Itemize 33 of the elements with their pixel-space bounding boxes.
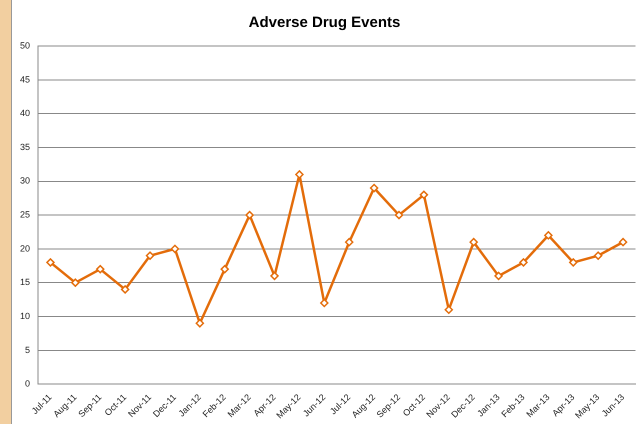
y-tick-label: 20 [20, 243, 30, 254]
point [245, 210, 254, 220]
point [146, 251, 154, 260]
point [46, 258, 55, 267]
point [569, 258, 578, 267]
point [270, 272, 279, 280]
point [394, 210, 404, 220]
point [120, 285, 130, 294]
chart-title: Adverse Drug Events [248, 14, 400, 32]
point [344, 238, 354, 246]
y-tick-label: 30 [20, 176, 30, 186]
point [71, 278, 80, 287]
point [618, 238, 628, 246]
y-tick-label: 15 [20, 277, 30, 288]
point [494, 272, 503, 280]
y-tick-label: 10 [20, 311, 30, 321]
y-tick-label: 35 [20, 142, 30, 152]
y-tick-label: 5 [24, 344, 30, 355]
point [519, 258, 528, 267]
point [170, 244, 180, 254]
y-tick-label: 40 [20, 108, 30, 118]
point [544, 231, 553, 240]
point [370, 184, 378, 192]
point [469, 238, 478, 246]
point [220, 264, 229, 274]
y-tick-label: 45 [20, 74, 30, 84]
y-tick-label: 25 [20, 210, 30, 220]
point [196, 319, 204, 328]
point [594, 251, 602, 260]
y-tick-label: 50 [20, 40, 30, 50]
point [96, 264, 104, 274]
y-tick-label: 0 [24, 378, 30, 389]
point [420, 190, 428, 200]
